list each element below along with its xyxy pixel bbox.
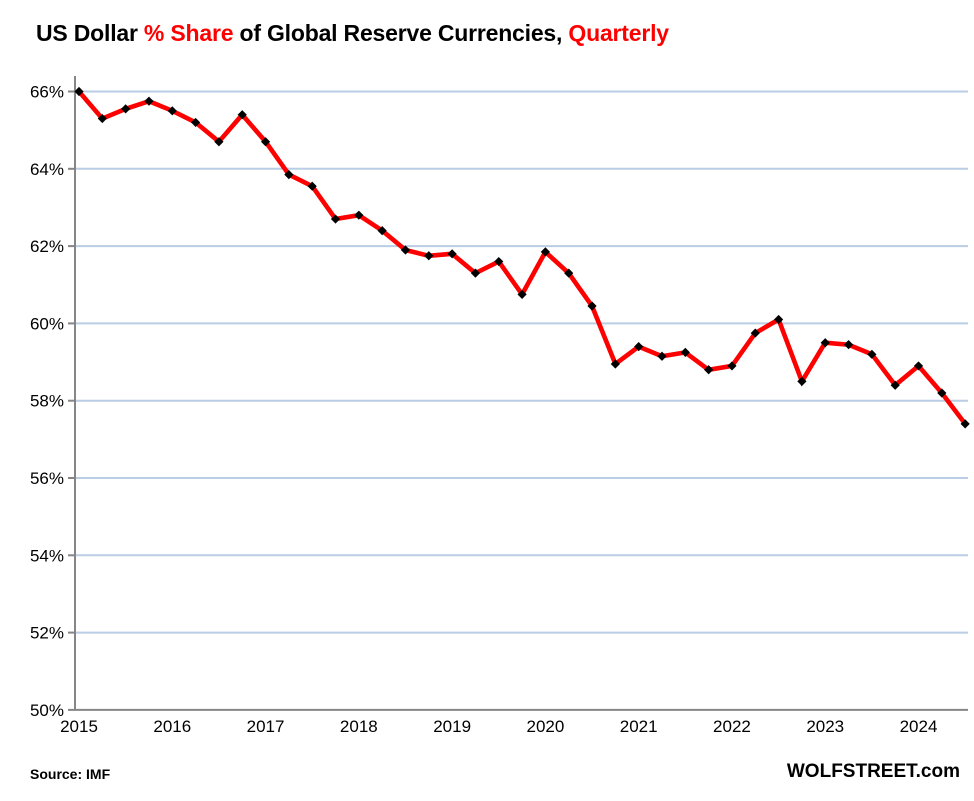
data-point-marker [610,359,620,369]
data-point-marker [237,110,247,120]
x-axis-tick-label: 2018 [340,717,378,736]
data-point-marker [890,380,900,390]
data-point-marker [634,341,644,352]
data-point-marker [74,86,84,97]
data-point-marker [913,361,924,371]
data-point-marker [587,301,597,311]
wolfstreet-brand: WOLFSTREET.com [786,761,960,782]
x-axis-tick-label: 2020 [526,717,564,736]
x-axis-tick-label: 2017 [247,717,285,736]
x-axis-tick-label: 2015 [60,717,98,736]
data-point-marker [284,169,294,180]
x-axis-tick-label: 2021 [620,717,658,736]
data-point-marker [494,256,504,267]
x-axis-tick-label: 2022 [713,717,751,736]
data-point-marker [774,314,784,325]
x-axis-tick-label: 2016 [153,717,191,736]
x-axis-tick-label: 2023 [806,717,844,736]
data-point-marker [191,117,201,128]
data-point-marker [260,137,271,147]
data-point-marker [121,104,131,114]
y-axis-tick-label: 62% [30,237,64,256]
chart-title: US Dollar % Share of Global Reserve Curr… [36,20,669,47]
data-point-marker [517,289,527,300]
data-point-marker [540,247,550,257]
title-accent-quarterly: Quarterly [568,20,669,46]
y-axis-tick-label: 52% [30,624,64,643]
data-point-marker [937,388,947,398]
y-axis-tick-label: 60% [30,314,64,333]
data-point-marker [97,113,107,124]
data-point-marker [144,96,154,106]
title-text-2: of Global Reserve Currencies, [233,20,569,46]
y-axis-tick-label: 64% [30,160,64,179]
data-point-marker [167,106,177,116]
data-point-marker [470,268,481,278]
data-line [76,89,968,427]
data-point-marker [424,251,434,261]
data-point-marker [960,419,970,429]
title-text-1: US Dollar [36,20,144,46]
data-point-marker [843,340,854,350]
data-point-marker [867,349,877,359]
data-point-marker [354,210,364,220]
source-note: Source: IMF [30,766,111,782]
y-axis-tick-label: 56% [30,469,64,488]
data-point-marker [657,351,667,361]
data-point-marker [307,181,317,191]
y-axis-tick-label: 54% [30,546,64,565]
x-axis-tick-label: 2024 [900,717,938,736]
x-axis-tick-label: 2019 [433,717,471,736]
data-point-marker [564,268,574,278]
data-point-marker [214,137,224,147]
data-point-marker [727,361,737,371]
data-point-marker [750,328,760,338]
data-point-marker [680,347,690,357]
title-accent-share: % Share [143,20,234,46]
y-axis-tick-label: 66% [30,83,64,102]
y-axis-tick-label: 58% [30,392,64,411]
data-point-marker [820,338,830,348]
data-point-marker [704,365,714,375]
data-point-marker [400,245,411,255]
data-point-marker [447,249,457,259]
y-axis-tick-label: 50% [30,701,64,720]
data-point-marker [377,226,387,236]
data-point-marker [797,376,807,386]
data-point-marker [330,214,341,224]
